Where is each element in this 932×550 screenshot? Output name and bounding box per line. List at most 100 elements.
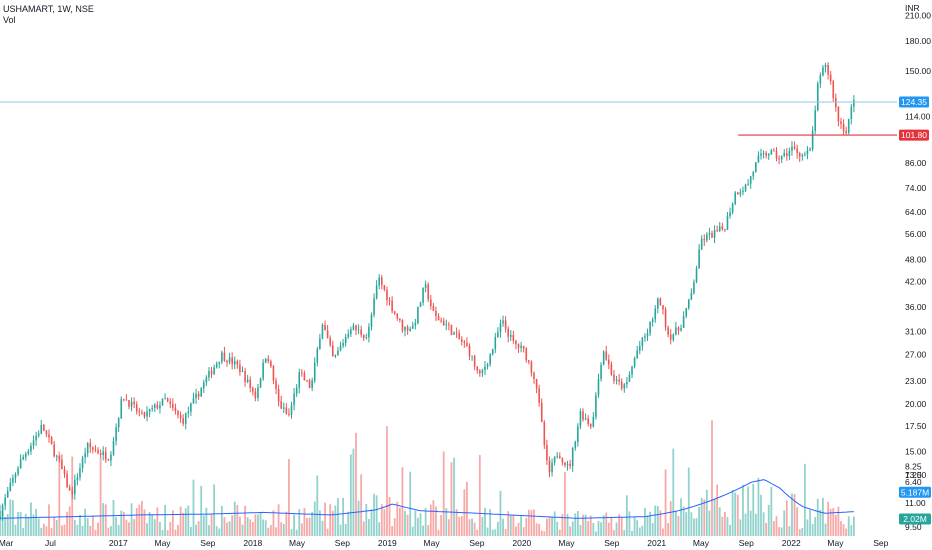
volume-bar <box>14 524 17 536</box>
candle-body <box>316 349 319 363</box>
volume-bar <box>698 506 700 536</box>
volume-bar <box>138 504 141 536</box>
volume-bar <box>272 510 275 536</box>
volume-bar <box>507 511 510 536</box>
volume-bar <box>171 510 174 536</box>
volume-bar <box>156 507 159 536</box>
volume-bar <box>375 495 378 536</box>
candle-body <box>391 300 393 312</box>
volume-bar <box>360 474 363 536</box>
candle-body <box>311 380 313 388</box>
candle-body <box>706 234 708 241</box>
candle-body <box>373 298 375 315</box>
candle-body <box>141 412 143 413</box>
candle-body <box>295 387 298 394</box>
volume-bar <box>417 517 419 536</box>
volume-layer <box>0 420 855 536</box>
volume-bar <box>718 507 721 536</box>
candle-body <box>262 362 264 379</box>
candle-body <box>419 302 422 307</box>
candle-body <box>290 405 293 415</box>
y-tick-label: 11.00 <box>905 498 926 508</box>
candle-body <box>553 456 556 463</box>
candle-body <box>615 379 618 381</box>
candle-body <box>161 398 164 406</box>
candle-body <box>293 393 295 406</box>
candle-body <box>236 361 239 365</box>
candle-body <box>435 310 437 317</box>
candle-body <box>587 418 589 424</box>
candle-body <box>507 328 510 337</box>
candle-body <box>14 474 17 479</box>
volume-bar <box>424 507 427 536</box>
volume-bar <box>213 484 216 536</box>
candle-body <box>166 398 169 402</box>
volume-bar <box>584 514 587 536</box>
volume-bar <box>690 512 693 536</box>
volume-bar <box>693 518 695 536</box>
candle-body <box>66 473 68 488</box>
candle-body <box>489 354 491 365</box>
volume-bar <box>42 523 45 536</box>
candle-body <box>360 329 362 335</box>
volume-tick-label: 6.40 <box>905 477 922 487</box>
volume-bar <box>125 519 128 536</box>
volume-bar <box>631 530 633 536</box>
volume-bar <box>705 489 708 536</box>
volume-bar <box>548 516 551 536</box>
candle-body <box>393 311 396 314</box>
x-tick-label: 2020 <box>512 538 531 548</box>
volume-bar <box>355 432 357 536</box>
candle-body <box>50 437 53 445</box>
volume-bar <box>68 506 71 536</box>
candle-body <box>533 372 535 380</box>
candle-body <box>620 381 623 389</box>
volume-bar <box>592 523 595 536</box>
candle-body <box>530 361 533 373</box>
candle-body <box>582 411 584 420</box>
volume-bar <box>723 511 726 536</box>
x-tick-label: 2021 <box>647 538 666 548</box>
candle-body <box>123 399 125 401</box>
volume-bar <box>502 518 504 536</box>
volume-bar <box>664 469 667 536</box>
candle-body <box>693 282 695 293</box>
volume-bar <box>654 505 657 536</box>
volume-bar <box>169 521 172 536</box>
axis-layer: 124.35 101.80 9.50 11.00 13.00 15.00 17.50 20.0… <box>0 3 931 548</box>
candle-body <box>718 226 721 231</box>
candle-body <box>218 361 221 364</box>
y-tick-label: 64.00 <box>905 207 927 217</box>
candle-body <box>427 284 430 300</box>
candle-body <box>401 319 404 331</box>
volume-bar <box>636 520 639 536</box>
volume-bar <box>231 515 234 536</box>
volume-bar <box>791 493 793 536</box>
candle-body <box>406 327 409 331</box>
volume-bar <box>569 526 572 536</box>
volume-bar <box>383 509 386 536</box>
volume-value-tag <box>899 513 931 525</box>
volume-bar <box>293 514 295 536</box>
candle-body <box>520 345 522 348</box>
candle-body <box>326 330 329 339</box>
candle-body <box>301 372 303 374</box>
symbol-title[interactable]: USHAMART, 1W, NSE <box>3 4 94 14</box>
candle-body <box>618 379 620 382</box>
volume-bar <box>298 509 301 536</box>
candle-body <box>765 152 767 156</box>
candle-body <box>610 364 613 375</box>
volume-bar <box>326 528 329 536</box>
volume-bar <box>602 515 605 536</box>
volume-bar <box>300 523 303 536</box>
candle-body <box>365 337 368 339</box>
candle-body <box>417 306 419 324</box>
candle-body <box>306 380 308 382</box>
volume-bar <box>290 529 293 536</box>
candle-body <box>734 192 737 204</box>
volume-bar <box>517 522 520 536</box>
candle-body <box>747 183 749 185</box>
candle-body <box>282 407 285 409</box>
candle-body <box>125 399 128 401</box>
